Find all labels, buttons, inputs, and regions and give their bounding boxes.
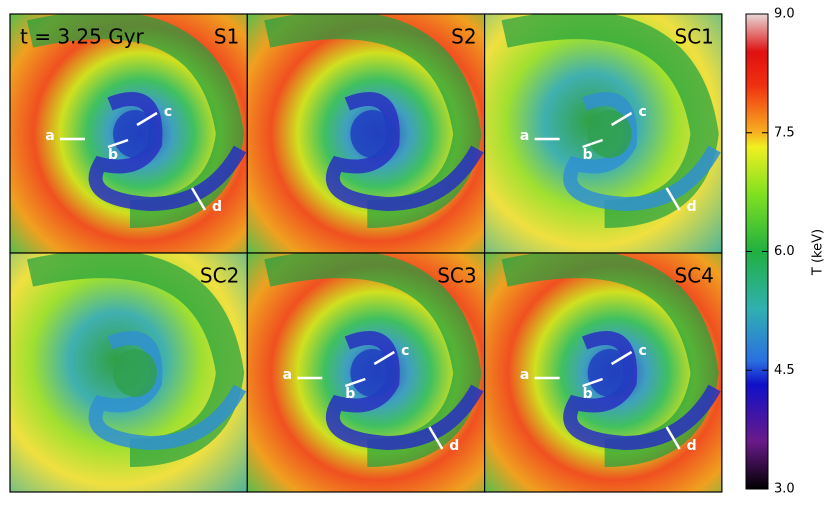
panel-label: SC3 bbox=[437, 264, 476, 288]
colorbar-tick-label: 3.0 bbox=[774, 482, 795, 497]
annotation-label: b bbox=[108, 147, 118, 163]
panel-label: S2 bbox=[451, 25, 476, 49]
panel-label: SC4 bbox=[675, 264, 714, 288]
core bbox=[350, 349, 395, 397]
annotation-line bbox=[428, 426, 444, 450]
colorbar-tick-label: 9.0 bbox=[774, 7, 795, 22]
colorbar-tick-label: 6.0 bbox=[774, 244, 795, 259]
core bbox=[587, 349, 632, 397]
annotation-label: a bbox=[45, 128, 54, 144]
annotation-line bbox=[107, 138, 129, 149]
annotation-label: d bbox=[212, 199, 222, 215]
panel-image bbox=[10, 14, 248, 253]
panel-image bbox=[484, 253, 722, 492]
annotation-label: a bbox=[520, 367, 529, 383]
time-label: t = 3.25 Gyr bbox=[20, 25, 145, 49]
annotation-label: d bbox=[687, 199, 697, 215]
core bbox=[113, 110, 157, 158]
annotation-label: c bbox=[401, 343, 409, 359]
panel-label: S1 bbox=[214, 25, 239, 49]
panel: S1 t = 3.25 Gyr a b c d bbox=[9, 13, 248, 254]
annotation-line bbox=[610, 111, 633, 127]
core bbox=[587, 110, 632, 158]
panel-frame bbox=[484, 252, 723, 493]
panel: SC4 a b c d bbox=[484, 252, 723, 493]
panel-label: SC1 bbox=[675, 25, 714, 49]
panel: SC1 a b c d bbox=[484, 13, 723, 254]
colorbar-tick-label: 7.5 bbox=[774, 125, 795, 140]
annotation-line bbox=[582, 377, 604, 388]
annotation-line bbox=[665, 187, 681, 211]
annotation-line bbox=[190, 187, 207, 211]
annotation-label: b bbox=[583, 147, 593, 163]
annotation-label: a bbox=[520, 128, 529, 144]
panel-image bbox=[10, 253, 248, 492]
annotation-label: a bbox=[283, 367, 292, 383]
panel: SC3 a b c d bbox=[246, 252, 486, 493]
annotation-label: d bbox=[687, 438, 697, 454]
core bbox=[350, 110, 395, 158]
cold-front bbox=[88, 331, 247, 451]
panel-label: SC2 bbox=[200, 264, 239, 288]
panel: S2 bbox=[246, 13, 486, 254]
panel-image bbox=[484, 14, 722, 253]
cold-front bbox=[325, 92, 484, 212]
annotation-label: d bbox=[449, 438, 459, 454]
annotation-line bbox=[136, 111, 158, 127]
annotation-line bbox=[665, 426, 681, 450]
panel-image bbox=[247, 14, 485, 253]
colorbar-label: T (keV) bbox=[811, 229, 826, 276]
core bbox=[113, 349, 157, 397]
panel: SC2 bbox=[9, 252, 248, 493]
annotation-line bbox=[582, 138, 604, 149]
colorbar-tick-label: 4.5 bbox=[774, 363, 795, 378]
annotation-label: c bbox=[638, 104, 646, 120]
annotation-label: c bbox=[164, 104, 172, 120]
annotation-label: b bbox=[345, 386, 355, 402]
annotation-line bbox=[344, 377, 366, 388]
annotation-label: b bbox=[583, 386, 593, 402]
annotation-line bbox=[610, 350, 633, 366]
annotation-line bbox=[373, 350, 395, 366]
annotation-label: c bbox=[638, 343, 646, 359]
